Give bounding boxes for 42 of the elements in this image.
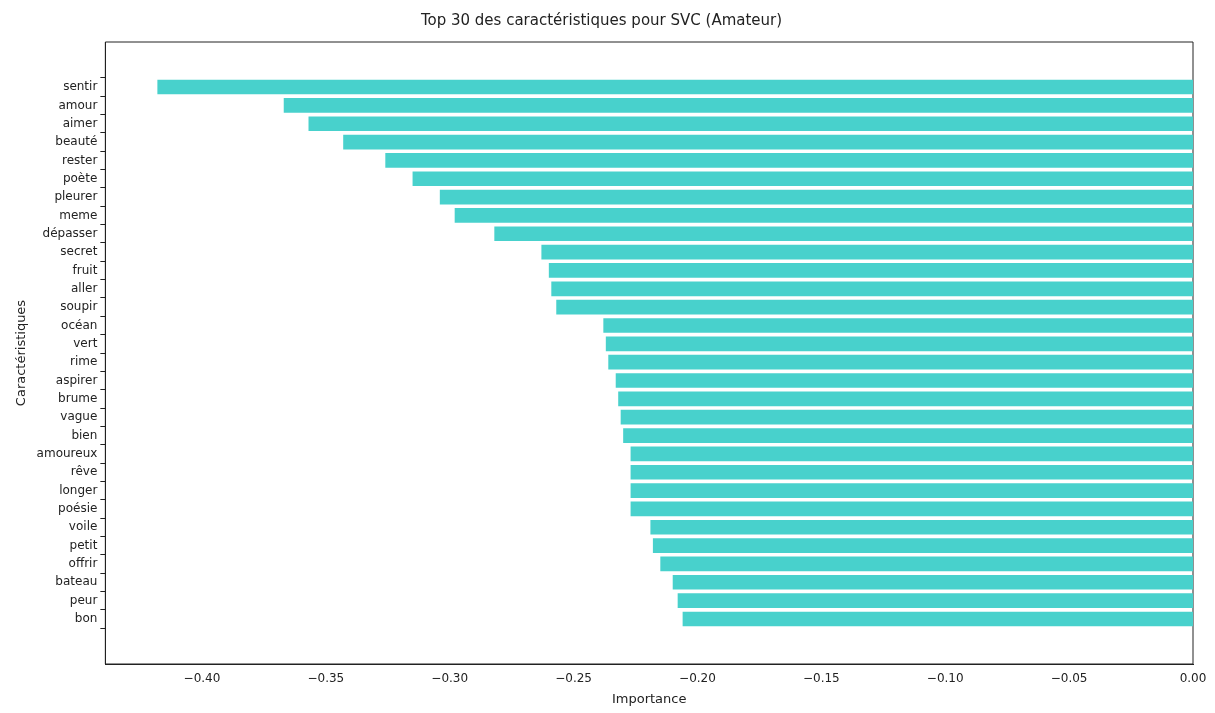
y-tick-label: rester <box>62 152 98 167</box>
y-tick-label: rêve <box>70 464 98 479</box>
y-tick-label: brume <box>58 390 98 405</box>
y-tick-label: amoureux <box>36 446 98 461</box>
y-tick-label: beauté <box>55 134 98 149</box>
x-tick-label: −0.10 <box>926 671 964 686</box>
y-tick-label: sentir <box>63 79 98 94</box>
x-axis-title: Importance <box>611 690 687 706</box>
x-tick-label: −0.20 <box>679 671 716 686</box>
y-tick-label: vague <box>60 409 98 424</box>
y-tick-label: aspirer <box>55 372 98 387</box>
y-axis-title: Caractéristiques <box>13 299 29 407</box>
y-tick-label: voile <box>68 519 98 534</box>
y-tick-label: petit <box>69 537 98 552</box>
chart-title: Top 30 des caractéristiques pour SVC (Amateur) <box>419 10 783 29</box>
y-tick-label: amour <box>58 97 98 112</box>
x-tick-label: −0.40 <box>183 671 221 686</box>
y-tick-label: offrir <box>68 556 98 571</box>
y-tick-label: aller <box>71 280 98 295</box>
y-tick-label: bon <box>74 611 98 626</box>
y-tick-label: vert <box>73 335 98 350</box>
y-tick-label: bien <box>71 427 98 442</box>
y-tick-label: peur <box>69 592 98 607</box>
x-tick-label: −0.30 <box>431 671 469 686</box>
y-tick-label: océan <box>61 317 98 332</box>
y-tick-label: aimer <box>62 115 98 130</box>
y-tick-label: longer <box>59 482 98 497</box>
y-tick-label: poète <box>62 170 98 185</box>
x-tick-label: −0.15 <box>802 671 840 686</box>
x-tick-label: −0.05 <box>1050 671 1088 686</box>
y-tick-label: fruit <box>72 262 98 277</box>
y-tick-label: dépasser <box>42 225 98 240</box>
x-tick-label: −0.25 <box>555 671 592 686</box>
y-tick-label: soupir <box>60 299 98 314</box>
y-tick-label: rime <box>70 354 98 369</box>
y-tick-label: bateau <box>55 574 98 589</box>
y-tick-label: meme <box>59 207 98 222</box>
x-tick-label: 0.00 <box>1179 671 1207 686</box>
y-tick-label: poésie <box>58 501 98 516</box>
y-tick-label: pleurer <box>54 189 98 204</box>
y-tick-label: secret <box>60 244 98 259</box>
x-tick-label: −0.35 <box>307 671 345 686</box>
